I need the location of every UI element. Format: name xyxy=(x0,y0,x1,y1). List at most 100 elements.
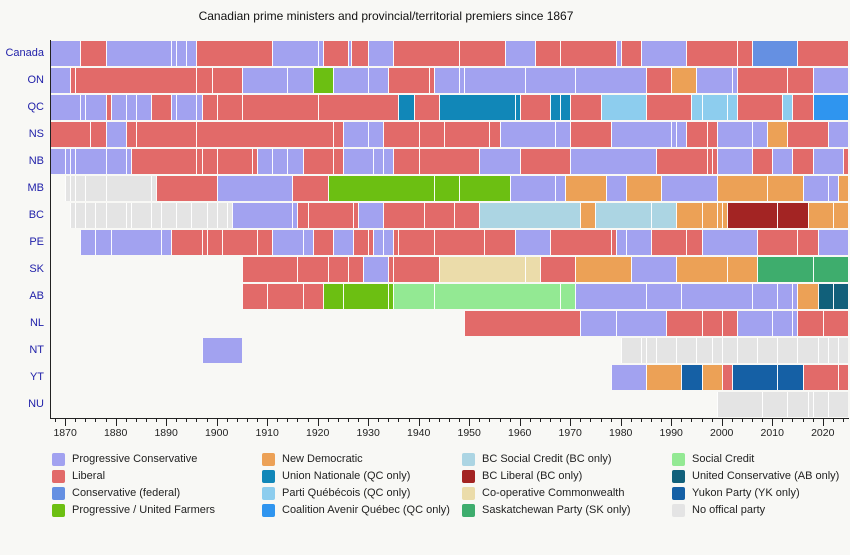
row-label-bc: BC xyxy=(28,209,44,221)
timeline-segment-pc xyxy=(373,230,384,255)
timeline-segment-non xyxy=(807,392,813,417)
timeline-segment-lib xyxy=(393,257,439,282)
timeline-segment-pc xyxy=(332,230,354,255)
timeline-row-yt xyxy=(50,364,848,391)
timeline-segment-non xyxy=(191,203,207,228)
timeline-segment-bsc xyxy=(651,203,677,228)
timeline-segment-pc xyxy=(570,149,657,174)
timeline-segment-ndp xyxy=(716,203,722,228)
timeline-segment-pq xyxy=(726,95,737,120)
major-tick xyxy=(822,419,824,426)
timeline-segment-non xyxy=(105,203,126,228)
timeline-segment-lib xyxy=(787,122,828,147)
timeline-segment-lib xyxy=(130,149,197,174)
timeline-segment-lib xyxy=(50,122,91,147)
minor-tick xyxy=(782,419,784,422)
timeline-segment-ndp xyxy=(767,122,788,147)
timeline-segment-lib xyxy=(539,257,576,282)
timeline-segment-pc xyxy=(792,311,798,336)
major-tick xyxy=(115,419,117,426)
timeline-segment-lib xyxy=(201,149,217,174)
timeline-segment-lib xyxy=(752,149,773,174)
timeline-segment-non xyxy=(620,338,641,363)
minor-tick xyxy=(307,419,309,422)
timeline-segment-pc xyxy=(696,68,732,93)
minor-tick xyxy=(95,419,97,422)
timeline-segment-lib xyxy=(351,41,369,66)
timeline-segment-pc xyxy=(812,149,843,174)
tick-label-1990: 1990 xyxy=(659,427,683,439)
timeline-segment-lib xyxy=(550,230,611,255)
timeline-segment-bsc xyxy=(595,203,652,228)
minor-tick xyxy=(287,419,289,422)
timeline-segment-non xyxy=(85,176,106,201)
timeline-segment-pq xyxy=(691,95,702,120)
timeline-segment-pc xyxy=(676,122,687,147)
timeline-segment-non xyxy=(812,392,828,417)
timeline-segment-lib xyxy=(433,230,485,255)
minor-tick xyxy=(479,419,481,422)
timeline-segment-lib xyxy=(196,68,212,93)
timeline-segment-pc xyxy=(50,41,81,66)
timeline-segment-pc xyxy=(509,176,556,201)
minor-tick xyxy=(630,419,632,422)
minor-tick xyxy=(438,419,440,422)
timeline-segment-pc xyxy=(272,41,318,66)
timeline-segment-lib xyxy=(711,149,717,174)
timeline-segment-ndp xyxy=(676,203,702,228)
timeline-segment-non xyxy=(161,203,177,228)
timeline-segment-pc xyxy=(241,68,288,93)
timeline-segment-lib xyxy=(519,149,571,174)
timeline-segment-lib xyxy=(797,41,848,66)
timeline-segment-lib xyxy=(196,122,333,147)
timeline-segment-pc xyxy=(105,149,126,174)
timeline-segment-lib xyxy=(398,230,434,255)
minor-tick xyxy=(752,419,754,422)
timeline-segment-lib xyxy=(125,122,136,147)
timeline-row-ns xyxy=(50,121,848,148)
timeline-segment-non xyxy=(736,338,758,363)
legend-swatch-puf xyxy=(52,504,65,517)
timeline-segment-lib xyxy=(721,365,732,390)
legend-swatch-lib xyxy=(52,470,65,483)
timeline-segment-yp xyxy=(777,365,803,390)
timeline-segment-lib xyxy=(317,95,399,120)
timeline-segment-bcl xyxy=(726,203,778,228)
timeline-segment-lib xyxy=(822,311,848,336)
legend-label-caq: Coalition Avenir Québec (QC only) xyxy=(282,504,450,516)
timeline-segment-lib xyxy=(645,95,692,120)
timeline-segment-lib xyxy=(206,230,222,255)
minor-tick xyxy=(459,419,461,422)
timeline-segment-lib xyxy=(443,122,490,147)
timeline-segment-pc xyxy=(499,122,556,147)
minor-tick xyxy=(640,419,642,422)
timeline-segment-pc xyxy=(383,230,394,255)
timeline-segment-pc xyxy=(433,68,460,93)
tick-label-1960: 1960 xyxy=(508,427,532,439)
timeline-segment-ccf xyxy=(524,257,540,282)
major-tick xyxy=(469,419,471,426)
timeline-segment-lib xyxy=(721,311,737,336)
minor-tick xyxy=(762,419,764,422)
timeline-segment-non xyxy=(762,392,788,417)
timeline-segment-pc xyxy=(575,284,646,309)
tick-label-1950: 1950 xyxy=(457,427,481,439)
minor-tick xyxy=(509,419,511,422)
timeline-segment-pc xyxy=(772,311,793,336)
timeline-segment-pc xyxy=(645,284,682,309)
timeline-segment-lib xyxy=(307,203,354,228)
timeline-segment-yp xyxy=(681,365,702,390)
timeline-segment-pc xyxy=(575,68,646,93)
timeline-segment-pc xyxy=(358,203,384,228)
timeline-segment-pc xyxy=(201,338,242,363)
timeline-segment-pc xyxy=(332,68,369,93)
timeline-segment-lib xyxy=(368,230,374,255)
timeline-segment-lib xyxy=(519,95,550,120)
timeline-segment-lib xyxy=(353,230,369,255)
timeline-segment-lib xyxy=(792,149,813,174)
timeline-segment-pc xyxy=(171,95,177,120)
timeline-segment-non xyxy=(676,338,697,363)
timeline-segment-lib xyxy=(534,41,561,66)
timeline-segment-pc xyxy=(610,122,672,147)
